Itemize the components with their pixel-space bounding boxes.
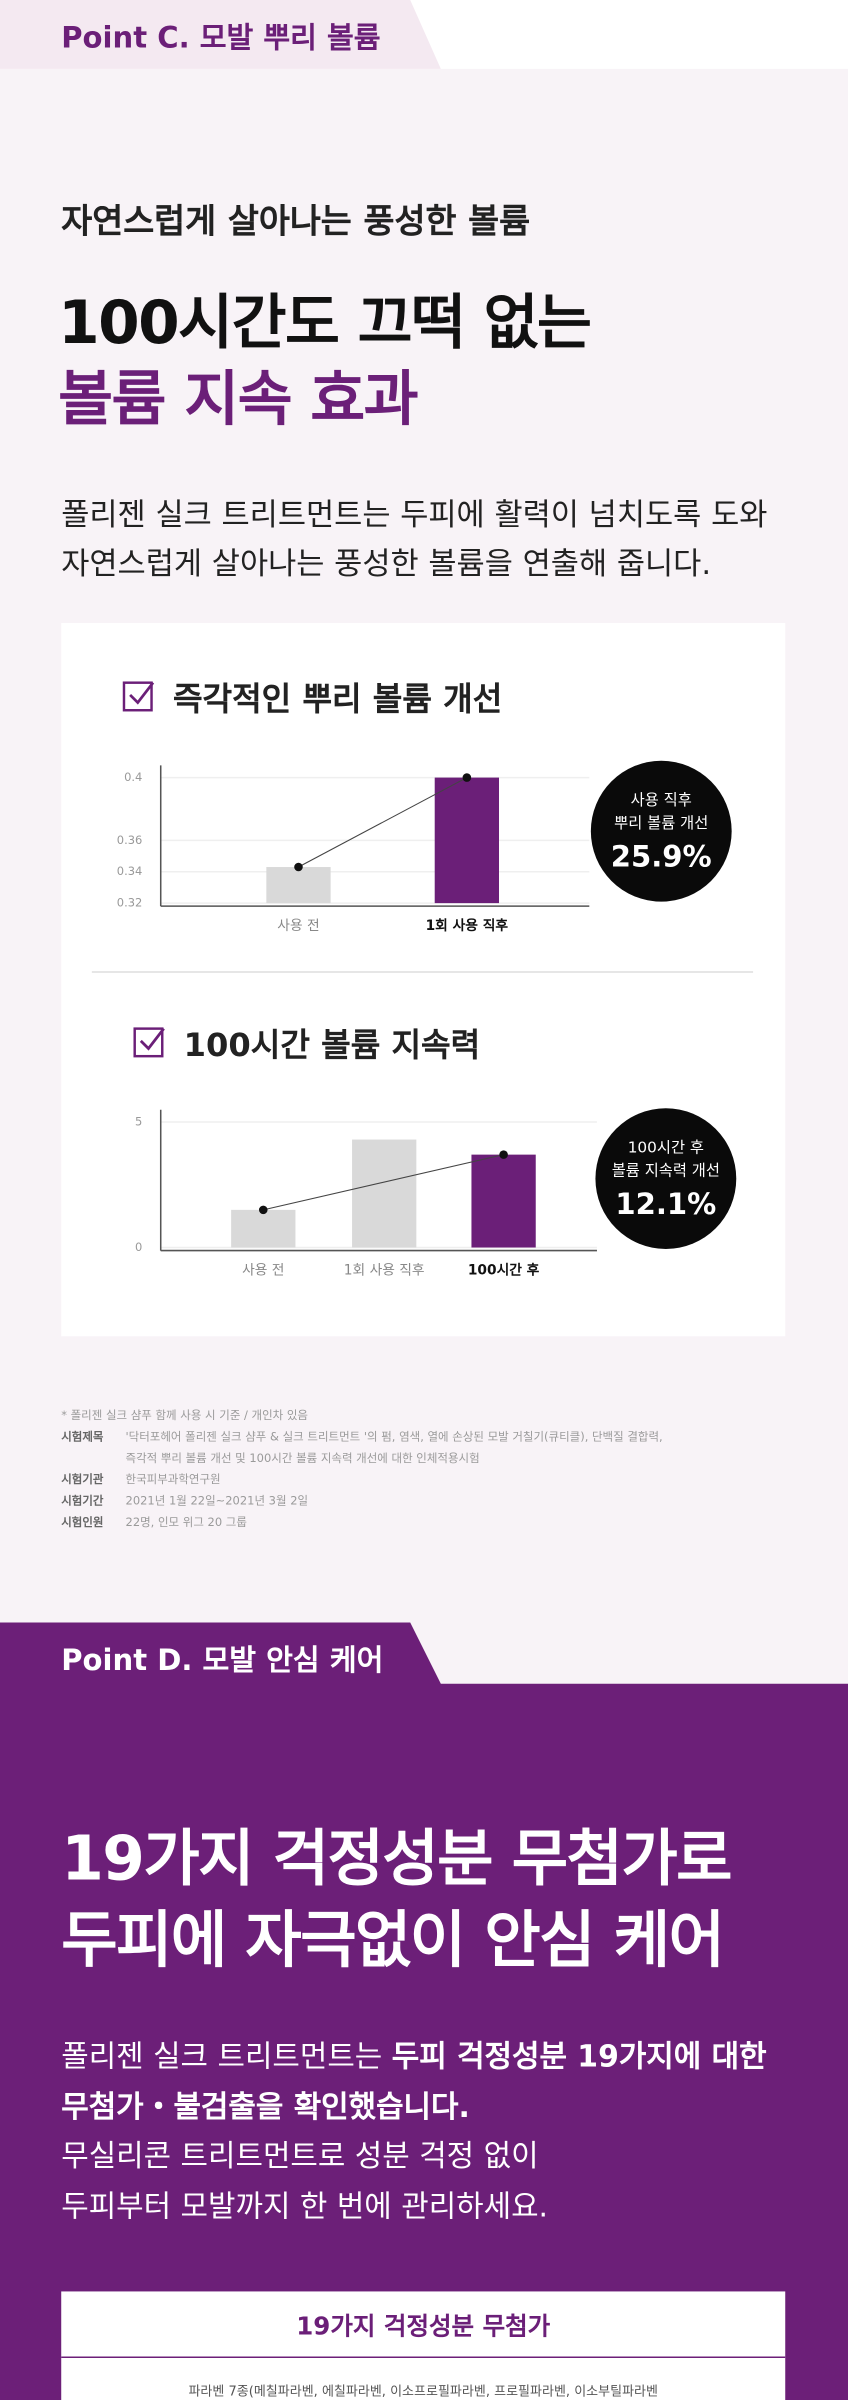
description: 폴리젠 실크 트리트먼트는 두피에 활력이 넘치도록 도와 <box>61 495 768 533</box>
section-d-bg <box>0 1622 848 2400</box>
bar <box>266 867 331 904</box>
headline: 19가지 걱정성분 무첨가로 <box>61 1824 732 1895</box>
trend-dot <box>258 1205 268 1215</box>
trend-line <box>298 777 468 868</box>
trend-dot <box>294 862 303 872</box>
note-row: 시험제목 '닥터포헤어 폴리젠 실크 샴푸 & 실크 트리트먼트 '의 펌, 염색… <box>61 1427 673 1470</box>
note-label: 시험인원 <box>61 1515 104 1530</box>
description: 자연스럽게 살아나는 풍성한 볼륨을 연출해 줍니다. <box>61 544 712 582</box>
check-icon <box>133 1027 165 1058</box>
note-label: 시험제목 <box>61 1429 104 1444</box>
y-tick-label: 0 <box>135 1240 142 1254</box>
badge <box>595 1108 737 1250</box>
note-text: 22명, 인모 위그 20 그룹 <box>125 1515 247 1530</box>
badge-text: 100시간 후 <box>628 1139 704 1157</box>
badge-text: 사용 직후 <box>631 791 692 809</box>
text-run: 두피 걱정성분 19가지에 대한 <box>391 2038 767 2075</box>
text-run: 무실리콘 트리트먼트로 성분 걱정 없이 <box>61 2138 539 2174</box>
tab-label: Point C. 모발 뿌리 볼륨 <box>61 21 381 56</box>
note-label: 시험기간 <box>61 1493 104 1508</box>
badge-text: 볼륨 지속력 개선 <box>612 1161 720 1179</box>
text-run: 폴리젠 실크 트리트먼트는 <box>61 2038 392 2075</box>
note-text: '닥터포헤어 폴리젠 실크 샴푸 & 실크 트리트먼트 '의 펌, 염색, 열에… <box>125 1429 663 1465</box>
x-tick-label: 사용 전 <box>277 918 319 934</box>
x-tick-label: 1회 사용 직후 <box>344 1262 425 1278</box>
description-line: 무실리콘 트리트먼트로 성분 걱정 없이 <box>61 2132 538 2182</box>
description-line: 두피부터 모발까지 한 번에 관리하세요. <box>61 2182 548 2232</box>
y-tick-label: 0.34 <box>117 864 143 878</box>
headline: 100시간도 끄떡 없는 <box>58 289 592 359</box>
x-tick-label: 100시간 후 <box>468 1261 540 1278</box>
note-row: 시험기관 한국피부과학연구원 <box>61 1469 673 1490</box>
note-text: 한국피부과학연구원 <box>125 1472 221 1487</box>
trend-dot <box>499 1150 508 1159</box>
chart-title: 100시간 볼륨 지속력 <box>183 1027 481 1064</box>
text-run: 두피부터 모발까지 한 번에 관리하세요. <box>61 2188 549 2224</box>
subtitle: 자연스럽게 살아나는 풍성한 볼륨 <box>61 203 531 242</box>
box-title: 19가지 걱정성분 무첨가 <box>296 2311 551 2341</box>
x-tick-label: 1회 사용 직후 <box>426 917 509 934</box>
chart-title: 즉각적인 뿌리 볼륨 개선 <box>172 681 503 718</box>
note-label: 시험기관 <box>61 1472 104 1487</box>
description-line: 폴리젠 실크 트리트먼트는 두피 걱정성분 19가지에 대한 <box>61 2033 766 2083</box>
note-row: 시험인원 22명, 인모 위그 20 그룹 <box>61 1512 673 1533</box>
bar <box>471 1154 536 1248</box>
trend-dot <box>462 773 472 782</box>
tab-c <box>0 0 441 69</box>
badge-value: 25.9% <box>611 840 712 874</box>
y-tick-label: 0.32 <box>117 896 143 910</box>
text-run: 무첨가・불검출을 확인했습니다. <box>61 2088 470 2124</box>
note-row: 시험기간 2021년 1월 22일~2021년 3월 2일 <box>61 1491 673 1512</box>
y-tick-label: 5 <box>135 1114 142 1128</box>
badge-text: 뿌리 볼륨 개선 <box>614 814 708 832</box>
tab-label: Point D. 모발 안심 케어 <box>61 1643 384 1678</box>
description-line: 무첨가・불검출을 확인했습니다. <box>61 2082 470 2132</box>
x-tick-label: 사용 전 <box>242 1262 284 1278</box>
badge-value: 12.1% <box>615 1187 716 1221</box>
headline: 볼륨 지속 효과 <box>58 365 418 435</box>
badge <box>590 760 732 902</box>
footnote: * 폴리젠 실크 샴푸 함께 사용 시 기준 / 개인차 있음 <box>61 1408 309 1423</box>
note-text: 2021년 1월 22일~2021년 3월 2일 <box>125 1493 309 1508</box>
bar <box>231 1209 296 1248</box>
headline: 두피에 자극없이 안심 케어 <box>61 1905 725 1977</box>
bar <box>352 1139 417 1248</box>
bar <box>434 777 500 904</box>
box <box>61 2291 786 2400</box>
check-icon <box>122 681 155 712</box>
trend-line <box>263 1154 504 1211</box>
box-item: 파라벤 7종(메칠파라벤, 에칠파라벤, 이소프로필파라벤, 프로필파라벤, 이… <box>188 2384 659 2400</box>
y-tick-label: 0.4 <box>124 770 142 784</box>
y-tick-label: 0.36 <box>117 833 143 847</box>
